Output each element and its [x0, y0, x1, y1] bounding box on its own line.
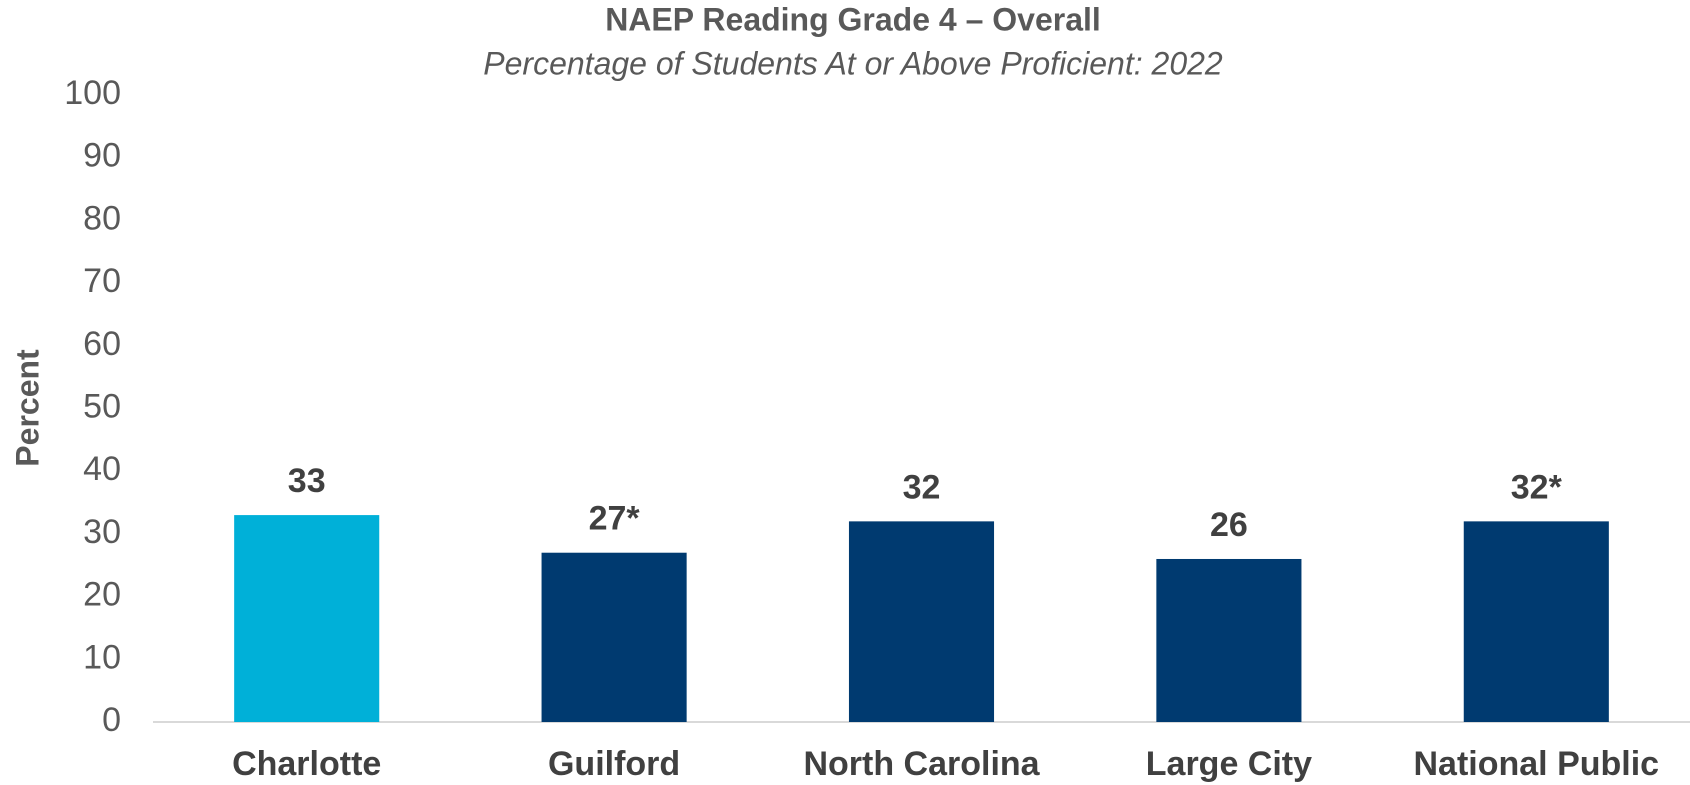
- y-tick-label: 0: [102, 701, 121, 739]
- x-tick-label: Guilford: [548, 745, 680, 783]
- y-tick-label: 90: [83, 137, 121, 175]
- y-tick-label: 60: [83, 325, 121, 363]
- data-label: 27*: [589, 500, 641, 538]
- x-tick-label: Large City: [1146, 745, 1312, 783]
- x-tick-label: National Public: [1414, 745, 1660, 783]
- bar: [1156, 558, 1302, 722]
- y-tick-label: 80: [83, 199, 121, 237]
- chart-subtitle: Percentage of Students At or Above Profi…: [483, 45, 1223, 81]
- y-axis-label: Percent: [9, 349, 45, 467]
- y-tick-label: 100: [64, 74, 121, 112]
- y-tick-label: 50: [83, 387, 121, 425]
- y-tick-label: 20: [83, 576, 121, 614]
- y-tick-label: 30: [83, 513, 121, 551]
- bar: [541, 552, 687, 722]
- bar: [234, 515, 380, 722]
- data-label: 26: [1210, 506, 1248, 544]
- data-label: 32*: [1511, 468, 1563, 506]
- bar: [848, 521, 995, 722]
- y-tick-label: 10: [83, 638, 121, 676]
- y-tick-label: 70: [83, 262, 121, 300]
- bar: [1463, 521, 1609, 722]
- data-label: 33: [288, 462, 326, 500]
- x-tick-label: North Carolina: [803, 745, 1040, 783]
- y-tick-label: 40: [83, 450, 121, 488]
- x-tick-label: Charlotte: [232, 745, 381, 783]
- data-label: 32: [903, 468, 941, 506]
- chart-title: NAEP Reading Grade 4 – Overall: [605, 1, 1101, 37]
